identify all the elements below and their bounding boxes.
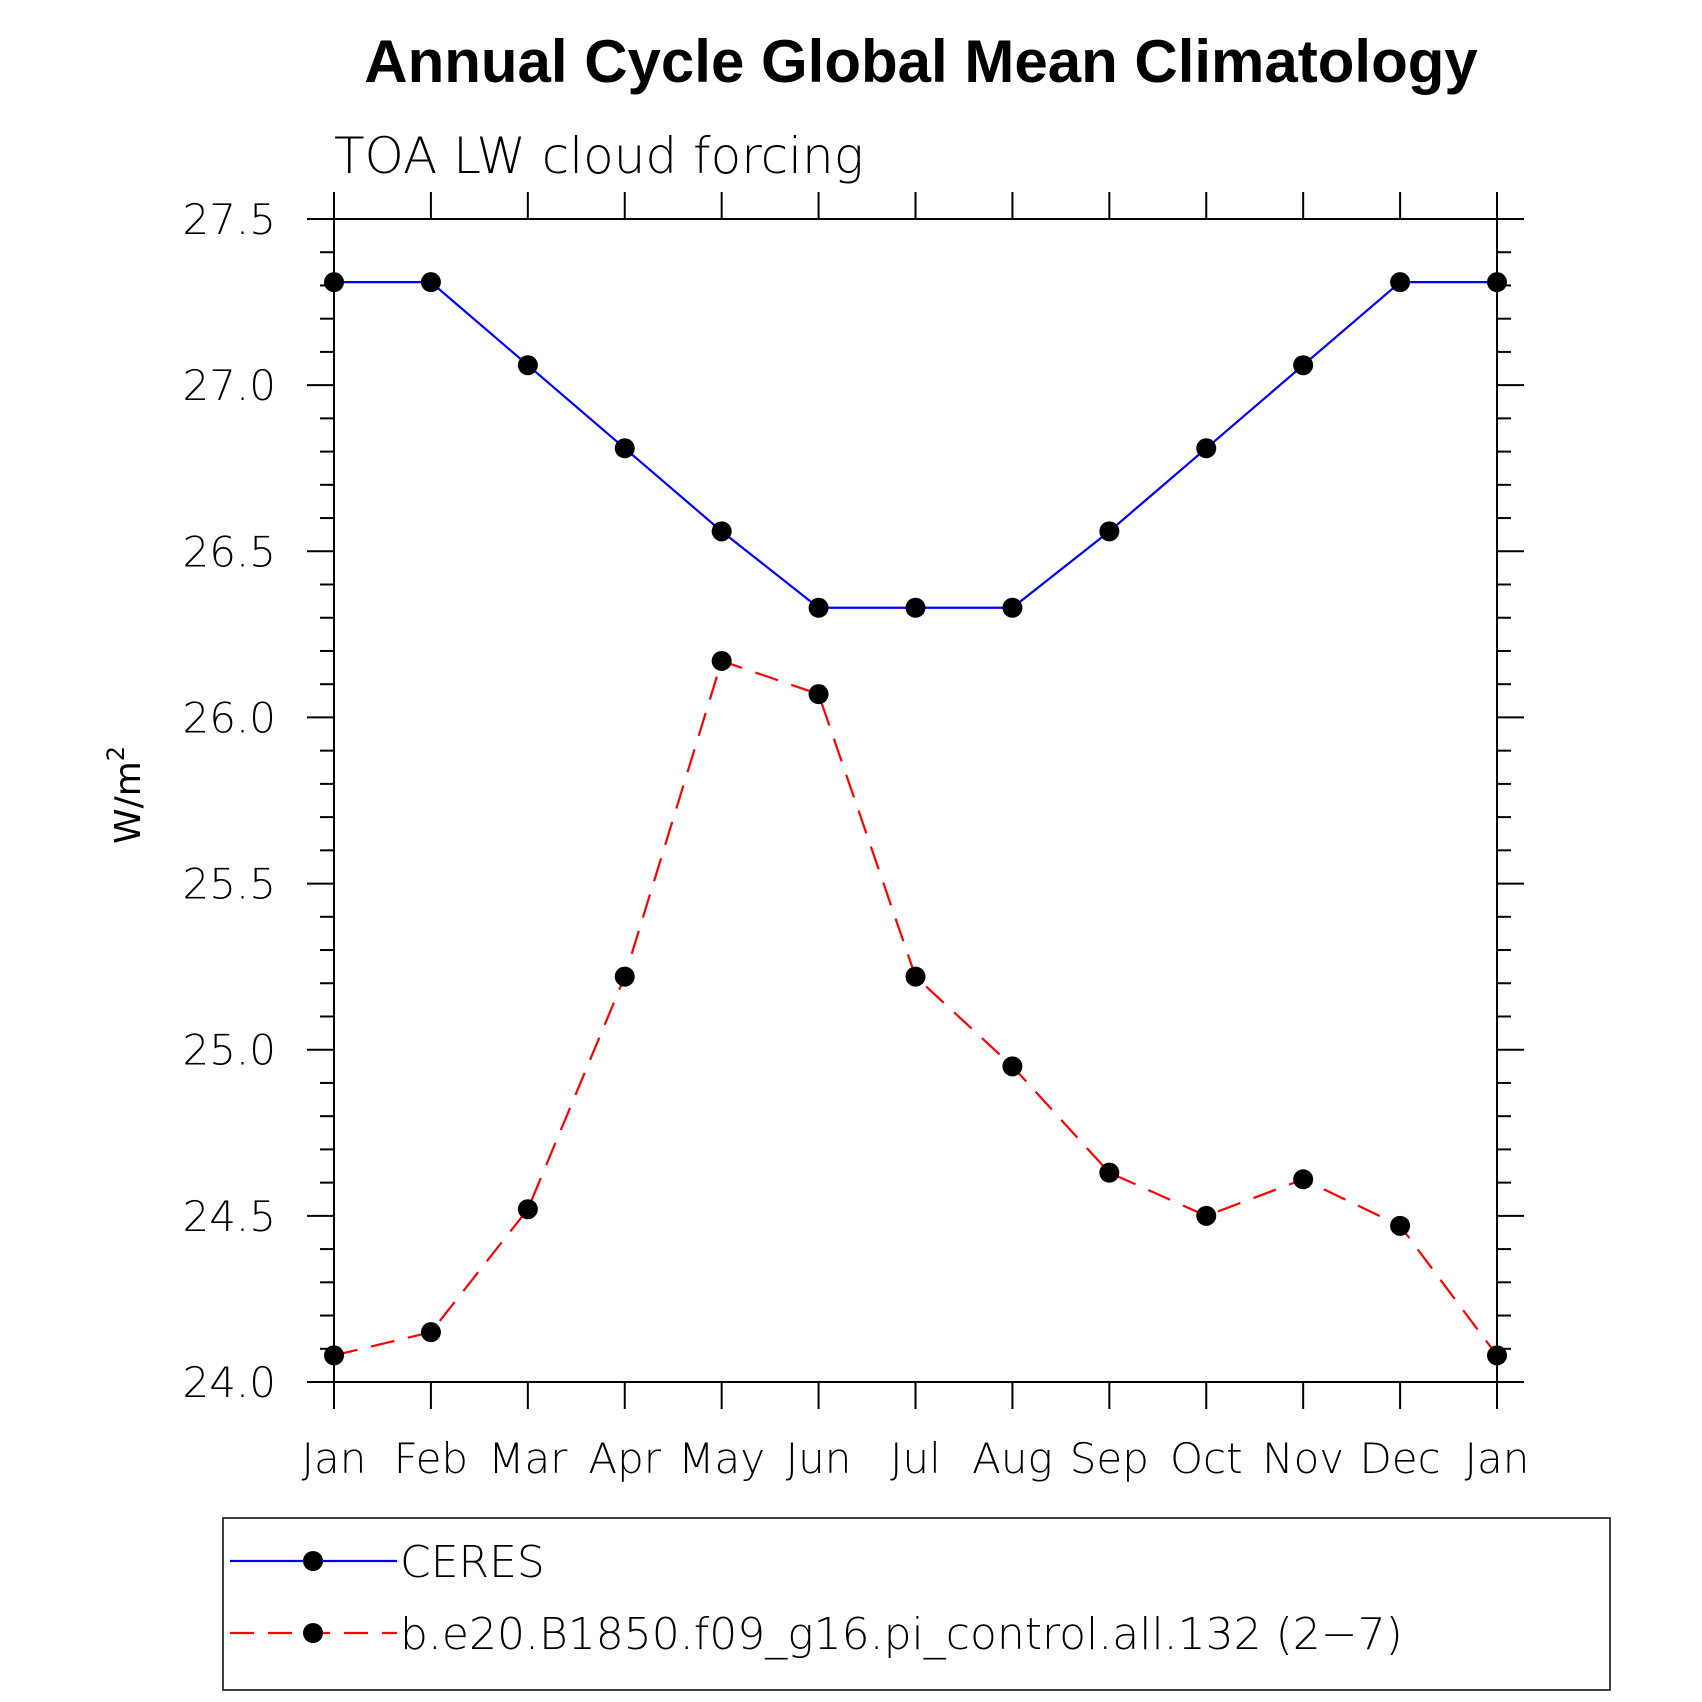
series-1-point: [1293, 1169, 1314, 1190]
series-0-point: [808, 597, 829, 618]
series-0-point: [905, 597, 926, 618]
legend-label-1: b.e20.B1850.f09_g16.pi_control.all.132 (…: [400, 1609, 1403, 1660]
series-1-point: [711, 650, 732, 671]
y-axis-label-base: W/m: [108, 761, 149, 844]
x-tick-label: Oct: [1170, 1434, 1243, 1483]
series-0-point: [420, 272, 441, 293]
x-tick-label: Nov: [1262, 1434, 1344, 1483]
legend: CERES b.e20.B1850.f09_g16.pi_control.all.…: [222, 1517, 1611, 1691]
series-layer: [324, 272, 1507, 1366]
series-line-1: [333, 659, 1498, 1357]
y-tick-label: 25.0: [182, 1026, 276, 1075]
x-tick-label: Jan: [1465, 1434, 1530, 1483]
series-1-point: [1487, 1345, 1507, 1366]
plot-axes: 24.0 24.5 25.0 25.5 26.0 26.5 27.0 27.5 Jan Feb Ma…: [182, 192, 1529, 1483]
series-1-point: [614, 966, 635, 987]
legend-items: CERES b.e20.B1850.f09_g16.pi_control.all.…: [230, 1537, 1403, 1660]
x-tick-label: Mar: [488, 1434, 568, 1483]
series-0-point: [711, 521, 732, 542]
x-tick-label: Apr: [588, 1434, 661, 1483]
series-1-point: [324, 1345, 344, 1366]
x-tick-label: Aug: [972, 1434, 1053, 1483]
x-tick-label: May: [678, 1434, 765, 1483]
plot-frame: [333, 218, 1498, 1383]
y-tick-label: 27.0: [182, 361, 276, 410]
legend-label-0: CERES: [400, 1537, 545, 1588]
legend-box: [222, 1517, 1611, 1691]
series-0-point: [1196, 438, 1217, 459]
series-0-point: [1099, 521, 1120, 542]
chart-title: Annual Cycle Global Mean Climatology: [364, 28, 1478, 95]
chart-subtitle: TOA LW cloud forcing: [334, 127, 864, 185]
x-tick-label: Jan: [302, 1434, 367, 1483]
series-1-point: [517, 1199, 538, 1220]
svg-text:W/m2: W/m2: [102, 746, 149, 844]
series-1-point: [808, 684, 829, 705]
x-tick-label: Sep: [1070, 1434, 1149, 1483]
series-0-point: [614, 438, 635, 459]
y-tick-label: 24.5: [182, 1192, 276, 1241]
series-1-point: [1196, 1205, 1217, 1226]
y-tick-label: 26.0: [182, 693, 276, 742]
y-tick-label: 25.5: [182, 860, 276, 909]
y-tick-label: 26.5: [182, 527, 276, 576]
series-line-0: [334, 281, 1497, 609]
series-0-point: [1002, 597, 1023, 618]
y-axis-label-sup: 2: [102, 746, 130, 761]
y-tick-label: 24.0: [182, 1358, 276, 1407]
series-0-point: [1293, 355, 1314, 376]
series-0-point: [1487, 272, 1507, 293]
series-1-point: [1099, 1162, 1120, 1183]
x-tick-label: Dec: [1359, 1434, 1440, 1483]
x-tick-label: Jun: [786, 1434, 852, 1483]
legend-marker-0: [303, 1551, 323, 1571]
legend-marker-1: [303, 1623, 323, 1643]
series-0-point: [324, 272, 344, 293]
series-1-point: [1390, 1215, 1411, 1236]
x-tick-label: Jul: [890, 1434, 941, 1483]
series-0-point: [517, 355, 538, 376]
series-1-point: [1002, 1056, 1023, 1077]
y-axis-label: W/m2: [102, 746, 149, 844]
series-1-point: [420, 1322, 441, 1343]
series-0-point: [1390, 272, 1411, 293]
x-tick-label: Feb: [394, 1434, 468, 1483]
y-tick-label: 27.5: [182, 195, 276, 244]
series-1-point: [905, 966, 926, 987]
